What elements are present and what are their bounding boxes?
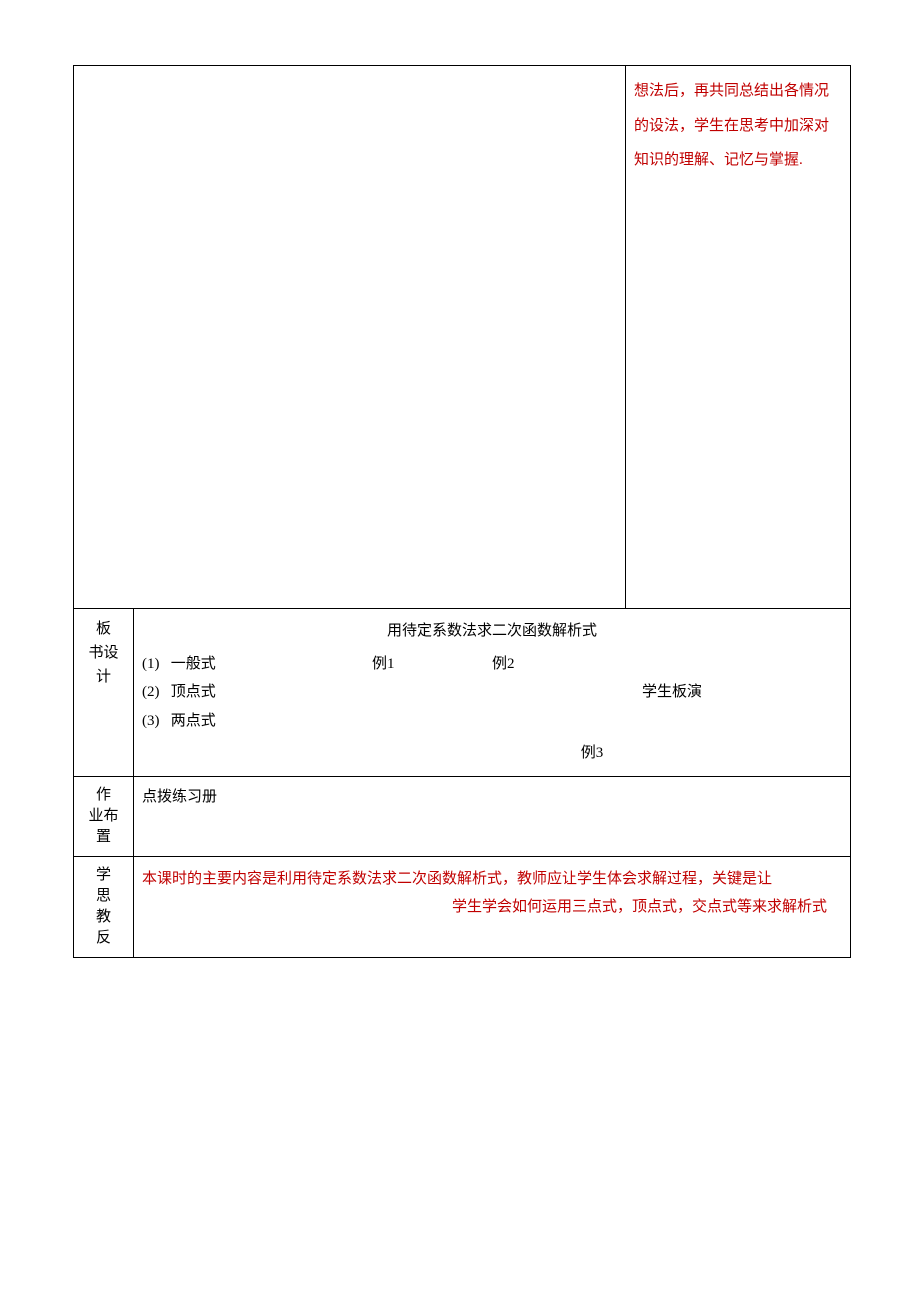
reflection-content: 本课时的主要内容是利用待定系数法求二次函数解析式，教师应让学生体会求解过程，关键… bbox=[134, 856, 851, 957]
board-design-row: 板 书设 计 用待定系数法求二次函数解析式 (1) 一般式 例1 例2 (2) … bbox=[74, 609, 851, 777]
item-text-2: 顶点式 bbox=[171, 684, 216, 700]
board-row-3: (3) 两点式 bbox=[142, 707, 842, 736]
reflection-label-cell: 学思教反 bbox=[74, 856, 134, 957]
homework-content: 点拨练习册 bbox=[134, 776, 851, 856]
board-row-1: (1) 一般式 例1 例2 bbox=[142, 650, 842, 679]
board-design-label-cell: 板 书设 计 bbox=[74, 609, 134, 777]
item-num-1: (1) bbox=[142, 656, 160, 672]
board-design-label: 板 书设 计 bbox=[89, 617, 119, 689]
example3: 例3 bbox=[142, 739, 842, 768]
example1: 例1 bbox=[372, 650, 492, 679]
board-title: 用待定系数法求二次函数解析式 bbox=[142, 617, 842, 646]
reflection-line2: 学生学会如何运用三点式，顶点式，交点式等来求解析式 bbox=[142, 893, 842, 922]
content-cell-right: 想法后，再共同总结出各情况的设法，学生在思考中加深对知识的理解、记忆与掌握. bbox=[626, 66, 851, 609]
item-text-3: 两点式 bbox=[171, 713, 216, 729]
student-demo: 学生板演 bbox=[642, 678, 842, 707]
content-row: 想法后，再共同总结出各情况的设法，学生在思考中加深对知识的理解、记忆与掌握. bbox=[74, 66, 851, 609]
board-row-2: (2) 顶点式 学生板演 bbox=[142, 678, 842, 707]
board-design-content: 用待定系数法求二次函数解析式 (1) 一般式 例1 例2 (2) 顶点式 学生板… bbox=[134, 609, 851, 777]
teaching-note: 想法后，再共同总结出各情况的设法，学生在思考中加深对知识的理解、记忆与掌握. bbox=[634, 83, 829, 168]
homework-row: 作 业布 置 点拨练习册 bbox=[74, 776, 851, 856]
item-num-2: (2) bbox=[142, 684, 160, 700]
reflection-label: 学思教反 bbox=[96, 865, 111, 949]
homework-text: 点拨练习册 bbox=[142, 789, 217, 805]
homework-label-cell: 作 业布 置 bbox=[74, 776, 134, 856]
content-cell-left bbox=[74, 66, 626, 609]
lesson-plan-table: 想法后，再共同总结出各情况的设法，学生在思考中加深对知识的理解、记忆与掌握. 板… bbox=[73, 65, 851, 958]
homework-label: 作 业布 置 bbox=[89, 785, 119, 848]
reflection-row: 学思教反 本课时的主要内容是利用待定系数法求二次函数解析式，教师应让学生体会求解… bbox=[74, 856, 851, 957]
reflection-line1: 本课时的主要内容是利用待定系数法求二次函数解析式，教师应让学生体会求解过程，关键… bbox=[142, 865, 842, 894]
example2: 例2 bbox=[492, 650, 642, 679]
item-text-1: 一般式 bbox=[171, 656, 216, 672]
item-num-3: (3) bbox=[142, 713, 160, 729]
